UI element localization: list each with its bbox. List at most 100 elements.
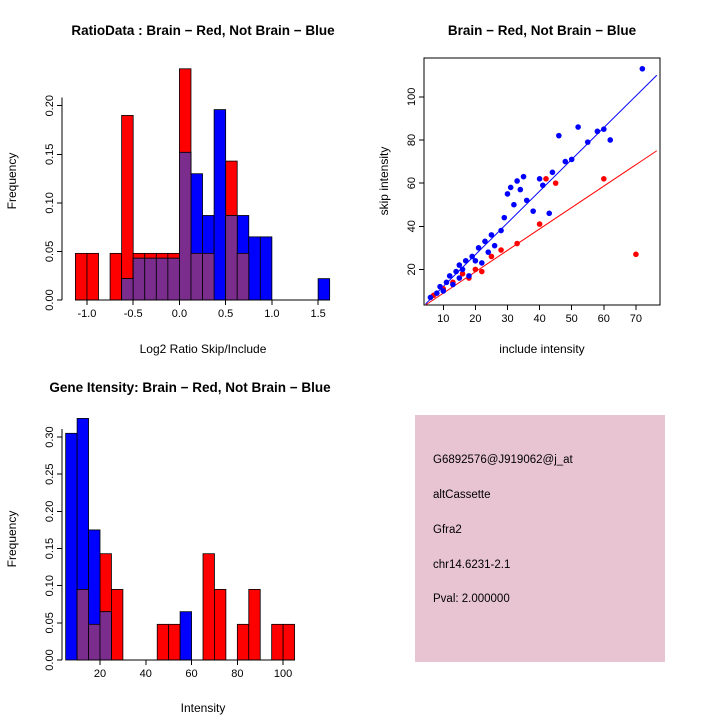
- hist-bar: [225, 215, 238, 301]
- scatter-point: [466, 273, 472, 279]
- scatter-point: [488, 253, 495, 260]
- intensity-hist-title: Gene Itensity: Brain − Red, Not Brain − …: [49, 380, 331, 395]
- scatter-point: [472, 257, 479, 264]
- hist-bar: [99, 611, 112, 661]
- hist-bar: [168, 623, 181, 661]
- scatter-point: [584, 139, 591, 145]
- tick-label: 0.15: [44, 538, 56, 559]
- tick-label: 20: [94, 668, 106, 680]
- hist-bar: [190, 252, 203, 301]
- scatter-point: [453, 268, 459, 275]
- hist-bar: [155, 257, 169, 301]
- hist-bar: [282, 623, 295, 661]
- hist-bar: [259, 236, 273, 301]
- scatter-point: [514, 178, 520, 184]
- scatter-point: [437, 283, 443, 290]
- hist-bar: [65, 432, 78, 661]
- hist-bar: [214, 588, 227, 661]
- hist-bar: [317, 278, 331, 301]
- tick-label: 40: [140, 668, 152, 680]
- hist-bar: [271, 623, 284, 661]
- tick-label: 40: [533, 313, 545, 325]
- scatter-point: [504, 191, 511, 197]
- ratio-hist-xlabel: Log2 Ratio Skip/Include: [140, 342, 267, 356]
- tick-label: 0.30: [44, 426, 56, 447]
- scatter-point: [517, 186, 524, 193]
- scatter-point: [482, 238, 488, 245]
- scatter-point: [549, 169, 556, 176]
- hist-bar: [179, 611, 192, 661]
- hist-bar: [248, 236, 261, 301]
- scatter-xlabel: include intensity: [499, 342, 584, 356]
- scatter-point: [568, 156, 575, 163]
- scatter-point: [478, 268, 485, 275]
- hist-bar: [86, 252, 99, 301]
- intensity-hist-plot: 20 40 60 80 100 0.00 0.05 0.10 0.15 0.20 0.25 0.30: [44, 418, 296, 680]
- scatter-point: [520, 173, 527, 180]
- tick-label: 0.5: [218, 308, 233, 320]
- ratio-hist-title: RatioData : Brain − Red, Not Brain − Blu…: [71, 23, 335, 38]
- scatter-point: [546, 210, 553, 217]
- tick-label: 0.00: [44, 649, 56, 670]
- hist-bar: [202, 553, 215, 661]
- scatter-point: [498, 227, 504, 234]
- scatter-ylabel: skip intensity: [377, 147, 391, 216]
- tick-label: 1.0: [264, 308, 279, 320]
- scatter-point: [601, 176, 607, 182]
- hist-bar: [179, 151, 192, 301]
- hist-bar: [111, 588, 124, 661]
- tick-label: 0.10: [44, 575, 56, 596]
- plot-border: [423, 57, 661, 306]
- scatter-point: [459, 270, 466, 277]
- fit-line: [425, 150, 658, 306]
- tick-label: -1.0: [77, 308, 96, 320]
- tick-label: 0.20: [44, 95, 56, 116]
- panel-info: G6892576@J919062@j_at altCassette Gfra2 …: [415, 415, 665, 662]
- tick-label: 20: [469, 313, 481, 325]
- ratio-hist-plot: -1.0 -0.5 0.0 0.5 1.0 1.5 0.00 0.05 0.10 0.15 0.20: [44, 68, 331, 320]
- scatter-point: [633, 251, 639, 258]
- scatter-point: [456, 262, 463, 268]
- scatter-point: [607, 137, 614, 143]
- tick-label: 40: [406, 220, 418, 232]
- scatter-point: [536, 221, 543, 227]
- hist-bar: [121, 115, 134, 301]
- info-pval: Pval: 2.000000: [433, 593, 510, 605]
- scatter-point: [639, 65, 646, 72]
- scatter-point: [507, 184, 514, 191]
- tick-label: 0.05: [44, 241, 56, 262]
- hist-bar: [213, 109, 227, 301]
- hist-bar: [156, 623, 170, 661]
- tick-label: 1.5: [310, 308, 325, 320]
- intensity-hist-xlabel: Intensity: [181, 701, 226, 715]
- scatter-point: [530, 208, 536, 214]
- info-chromosome-location: chr14.6231-2.1: [433, 559, 510, 571]
- hist-bar: [76, 588, 89, 661]
- tick-label: 80: [406, 134, 418, 146]
- ratio-hist-ylabel: Frequency: [5, 153, 19, 210]
- info-event-type: altCassette: [433, 489, 491, 501]
- scatter-point: [594, 128, 601, 135]
- hist-bar: [75, 252, 88, 301]
- scatter-point: [450, 281, 456, 288]
- scatter-point: [440, 288, 447, 294]
- tick-label: 30: [501, 313, 513, 325]
- info-box: [415, 415, 665, 662]
- tick-label: 0.00: [44, 289, 56, 310]
- scatter-point: [540, 182, 546, 189]
- scatter-point: [523, 197, 530, 204]
- scatter-point: [543, 176, 549, 182]
- tick-label: 60: [598, 313, 610, 325]
- scatter-point: [498, 247, 504, 253]
- scatter-point: [575, 124, 581, 130]
- hist-bar: [109, 252, 123, 301]
- scatter-point: [446, 273, 453, 279]
- scatter-plot: 10 20 30 40 50 60 70 20 40 60 80 100: [406, 57, 661, 325]
- scatter-point: [478, 260, 485, 266]
- scatter-point: [485, 249, 492, 255]
- tick-label: 10: [437, 313, 449, 325]
- scatter-point: [434, 290, 440, 296]
- tick-label: 0.05: [44, 612, 56, 633]
- scatter-point: [427, 294, 434, 301]
